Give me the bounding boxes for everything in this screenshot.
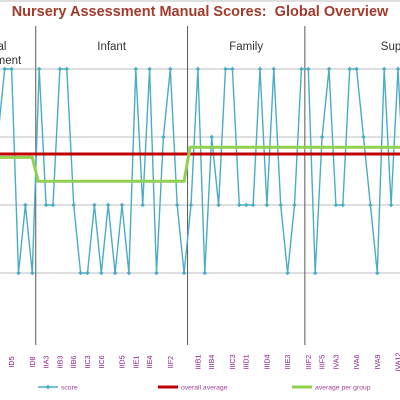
x-tick-label: IVA6 (352, 354, 361, 369)
section-label: Assessment (0, 55, 22, 67)
score-point (168, 66, 173, 72)
x-tick-label: IIID4 (262, 354, 271, 369)
score-line (0, 68, 400, 274)
score-point (2, 66, 7, 72)
score-point (312, 270, 318, 276)
score-point (340, 202, 346, 208)
section-label: Global (0, 41, 7, 53)
score-point (16, 270, 21, 276)
x-tick-label: IIE1 (131, 356, 140, 369)
x-tick-label: IID5 (118, 355, 127, 368)
score-point (375, 270, 380, 276)
score-point (209, 134, 214, 140)
x-tick-label: IVA9 (373, 354, 382, 369)
score-point (119, 202, 125, 208)
x-tick-label: IIIC3 (228, 354, 237, 369)
x-tick-label: IIB6 (69, 356, 78, 369)
legend-label-score: score (61, 385, 78, 392)
section-label: Family (229, 41, 263, 53)
score-point (223, 66, 228, 72)
score-point (99, 270, 104, 276)
score-point (71, 202, 76, 208)
x-tick-label: IIIF5 (318, 355, 327, 369)
score-point (23, 202, 28, 208)
score-point (326, 66, 332, 72)
score-point (105, 202, 111, 208)
score-point (36, 66, 42, 72)
x-tick-label: IIIB1 (193, 355, 202, 370)
score-point (285, 270, 290, 276)
section-label: Support (381, 41, 400, 53)
x-tick-label: IIC6 (97, 355, 106, 368)
score-point (30, 270, 35, 276)
x-tick-label: IIIB4 (207, 355, 216, 370)
score-point (361, 134, 366, 140)
x-tick-label: IIIE3 (283, 355, 292, 370)
legend-label-overall: overall average (181, 385, 228, 392)
score-point (216, 202, 221, 208)
x-tick-label: IVA3 (331, 354, 340, 369)
score-point (188, 202, 194, 208)
score-point (250, 202, 256, 208)
x-tick-label: ID5 (7, 356, 16, 367)
x-tick-label: IIA3 (42, 356, 51, 369)
score-point (126, 270, 132, 276)
score-point (92, 202, 97, 208)
score-point (174, 202, 180, 208)
x-tick-label: IIIF2 (304, 355, 313, 369)
score-point (237, 202, 242, 208)
x-tick-label: IIID1 (242, 354, 251, 369)
score-point (354, 66, 359, 72)
score-point (112, 270, 118, 276)
x-tick-label: IVA12 (394, 352, 400, 371)
score-point (257, 66, 263, 72)
score-point (319, 134, 325, 140)
section-label: Infant (97, 41, 127, 53)
legend-label-group: average per group (315, 385, 371, 392)
score-point (9, 66, 14, 72)
chart-title: Nursery Assessment Manual Scores: Global… (11, 4, 389, 20)
score-point (50, 202, 56, 208)
score-point (64, 66, 70, 72)
score-point (278, 202, 283, 208)
score-point (299, 66, 304, 72)
score-point (85, 270, 90, 276)
score-point (202, 270, 208, 276)
x-tick-label: IIE4 (145, 356, 154, 369)
score-point (140, 202, 145, 208)
score-point (78, 270, 83, 276)
score-point (333, 202, 339, 208)
x-tick-label: IIB3 (55, 356, 64, 369)
score-point (57, 66, 63, 72)
score-point (243, 202, 249, 208)
score-point (347, 66, 352, 72)
score-point (133, 66, 139, 72)
score-point (388, 202, 394, 208)
score-point (368, 202, 373, 208)
score-point (154, 270, 159, 276)
x-tick-label: IIC3 (83, 355, 92, 368)
score-point (381, 66, 387, 72)
score-point (264, 202, 270, 208)
average-per-group-line (0, 145, 400, 183)
score-point (195, 66, 201, 72)
score-point (161, 134, 166, 140)
score-point (271, 66, 277, 72)
score-point (230, 66, 235, 72)
score-point (43, 202, 49, 208)
score-point (292, 202, 297, 208)
score-point (147, 66, 152, 72)
x-tick-label: ID8 (28, 356, 37, 367)
x-tick-label: IIF2 (166, 356, 175, 368)
score-point (181, 270, 187, 276)
legend-marker-score (45, 384, 51, 390)
score-point (395, 66, 400, 72)
score-point (306, 66, 311, 72)
